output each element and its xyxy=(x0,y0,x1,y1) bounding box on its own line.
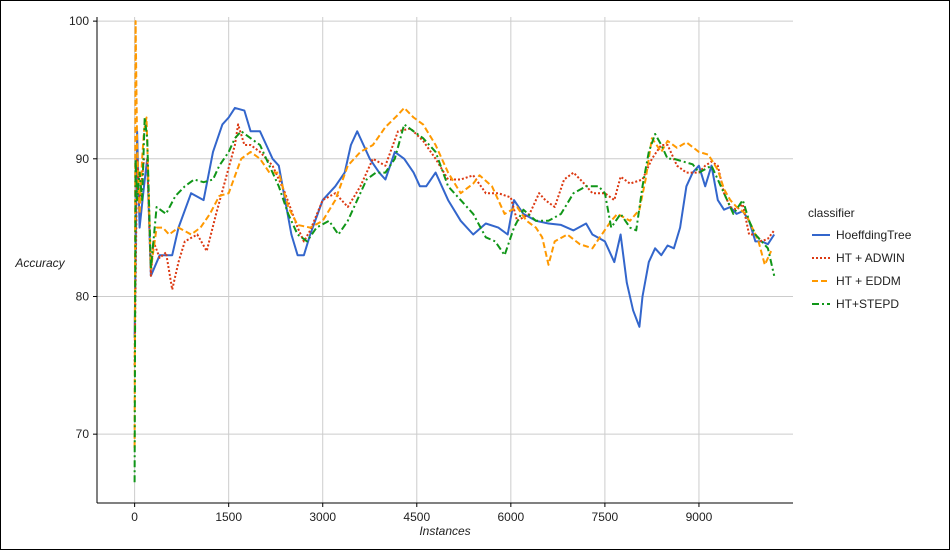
legend-title: classifier xyxy=(808,206,855,220)
series-line-1 xyxy=(133,123,775,366)
y-ticks: 70 80 90 100 xyxy=(69,14,97,441)
x-tick-label: 3000 xyxy=(309,510,336,524)
series-line-0 xyxy=(133,106,776,338)
x-tick-label: 9000 xyxy=(686,510,713,524)
x-tick-label: 4500 xyxy=(403,510,430,524)
series-line-3 xyxy=(133,116,776,483)
x-tick-label: 6000 xyxy=(497,510,524,524)
y-tick-label: 70 xyxy=(76,427,90,441)
legend: classifier HoeffdingTree HT + ADWIN HT + E… xyxy=(808,206,912,311)
legend-label: HT+STEPD xyxy=(836,297,899,311)
legend-label: HoeffdingTree xyxy=(836,228,912,242)
legend-label: HT + EDDM xyxy=(836,274,901,288)
y-tick-label: 80 xyxy=(76,289,90,303)
y-tick-label: 90 xyxy=(76,152,90,166)
legend-label: HT + ADWIN xyxy=(836,251,905,265)
x-tick-label: 0 xyxy=(131,510,138,524)
series-layer xyxy=(133,20,776,483)
y-tick-label: 100 xyxy=(69,14,89,28)
x-axis-title: Instances xyxy=(419,524,470,538)
x-tick-label: 1500 xyxy=(215,510,242,524)
grid xyxy=(97,17,793,503)
x-tick-label: 7500 xyxy=(592,510,619,524)
x-ticks: 0 1500 3000 4500 6000 7500 9000 xyxy=(131,503,713,524)
y-axis-title: Accuracy xyxy=(14,256,65,270)
series-line-2 xyxy=(133,20,773,448)
